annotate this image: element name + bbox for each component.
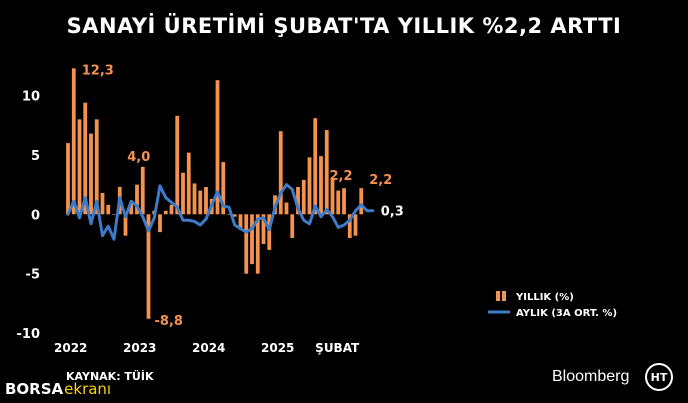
x-tick-label: 2023 <box>123 341 156 355</box>
bar <box>221 162 226 215</box>
bar <box>319 156 323 215</box>
bar <box>313 118 318 215</box>
bar <box>307 157 312 215</box>
bar <box>129 202 134 215</box>
bar <box>123 214 128 236</box>
bar <box>244 214 249 274</box>
bar <box>186 152 191 215</box>
y-tick-label: 5 <box>31 149 40 164</box>
x-tick-label: 2024 <box>192 341 225 355</box>
data-label: 2,2 <box>329 169 352 184</box>
bar <box>198 190 203 215</box>
bar <box>77 119 82 215</box>
chart-title: SANAYİ ÜRETİMİ ŞUBAT'TA YILLIK %2,2 ARTT… <box>66 14 622 38</box>
bar <box>232 214 237 217</box>
ht-logo-icon: HT <box>645 363 673 391</box>
bar <box>94 119 99 215</box>
bar <box>261 214 266 244</box>
legend-label: YILLIK (%) <box>515 292 574 303</box>
bar <box>146 214 151 319</box>
y-tick-label: -5 <box>26 268 40 283</box>
bar <box>163 210 168 215</box>
bar <box>284 202 289 215</box>
bar <box>204 187 208 215</box>
bar <box>238 214 243 230</box>
bar <box>140 166 145 215</box>
bar <box>227 214 231 215</box>
bar <box>106 204 111 215</box>
bar <box>89 133 93 215</box>
bar <box>301 179 306 215</box>
bar <box>336 190 341 215</box>
legend-bar-swatch <box>496 291 500 301</box>
data-label: 2,2 <box>369 173 392 188</box>
bar <box>353 214 358 236</box>
bar <box>175 115 180 215</box>
bar <box>71 68 76 215</box>
data-label: 0,3 <box>381 205 404 220</box>
bar <box>135 184 139 215</box>
bar <box>250 214 254 265</box>
x-tick-label: 2022 <box>54 341 87 355</box>
bar <box>278 131 283 215</box>
borsa-ekrani-logo: BORSAekranı <box>4 379 111 398</box>
bar <box>169 204 174 215</box>
bar <box>342 188 346 215</box>
bar <box>324 130 329 215</box>
bar <box>66 143 70 215</box>
legend-bar-swatch <box>502 291 506 301</box>
bar <box>296 187 300 215</box>
y-tick-label: -10 <box>17 327 41 342</box>
y-tick-label: 0 <box>31 208 40 223</box>
bar <box>192 183 197 215</box>
bar <box>347 214 352 239</box>
bar <box>267 214 272 250</box>
series-line <box>66 183 375 241</box>
legend-label: AYLIK (3A ORT. %) <box>516 308 617 319</box>
source-label: KAYNAK: TÜİK <box>66 370 154 383</box>
data-label: 4,0 <box>127 150 150 165</box>
bar <box>158 214 162 233</box>
bar <box>215 80 220 215</box>
bar <box>255 214 260 274</box>
borsa-logo-part2: ekranı <box>64 380 112 398</box>
bar <box>330 178 335 215</box>
x-tick-label: ŞUBAT <box>315 341 360 355</box>
bloomberg-logo: Bloomberg <box>552 368 630 385</box>
bar <box>181 172 185 215</box>
y-tick-label: 10 <box>22 90 40 105</box>
x-tick-label: 2025 <box>261 341 294 355</box>
bar <box>83 102 88 215</box>
bar <box>100 192 105 215</box>
data-label: -8,8 <box>155 314 183 329</box>
data-label: 12,3 <box>82 63 114 78</box>
bar <box>359 188 364 215</box>
bar <box>112 214 116 215</box>
bar <box>290 214 295 239</box>
borsa-logo-part1: BORSA <box>4 380 65 398</box>
